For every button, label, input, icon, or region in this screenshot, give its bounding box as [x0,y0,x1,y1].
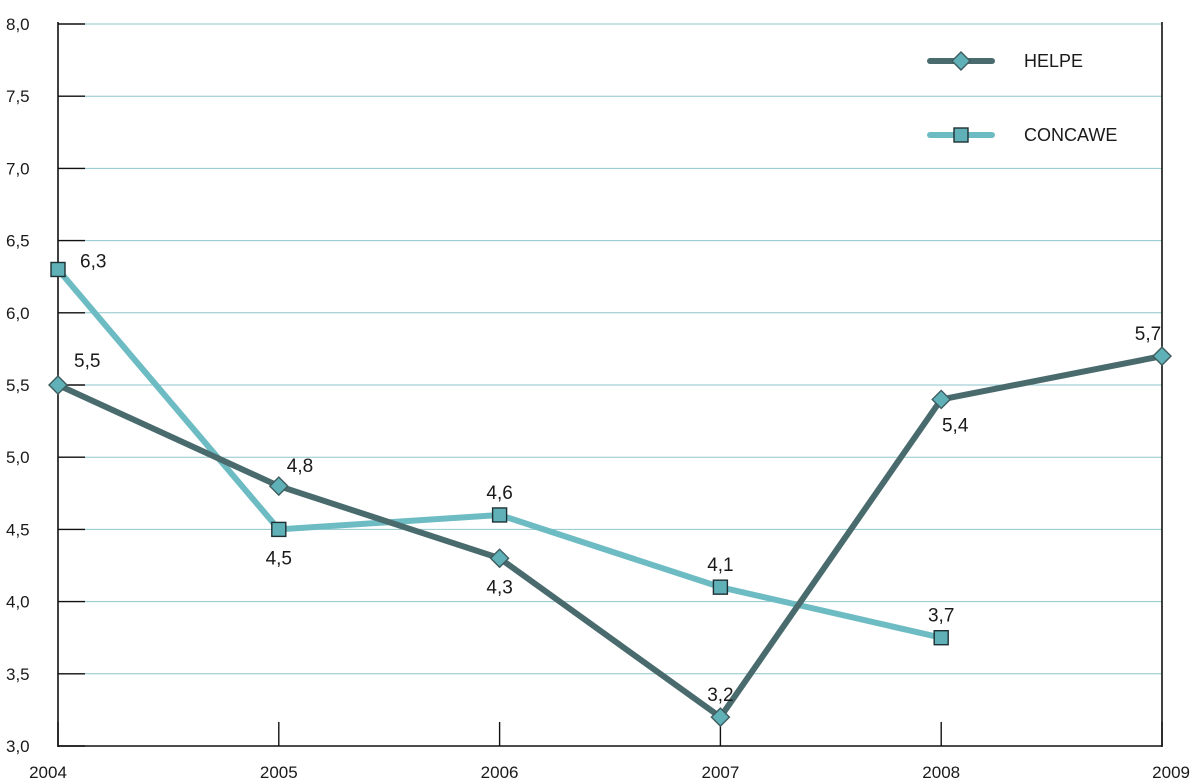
data-point [712,579,729,595]
x-tick-label: 2006 [481,763,519,782]
data-label: 4,1 [707,555,733,576]
x-tick-label: 2004 [29,763,67,782]
data-label: 4,6 [486,483,512,504]
data-label: 4,3 [486,577,512,598]
y-tick-label: 4,0 [6,593,30,612]
data-label: 5,7 [1135,324,1161,345]
data-label: 5,5 [74,351,100,372]
data-point [489,548,510,569]
y-tick-label: 8,0 [6,15,30,34]
grid [58,23,1162,675]
data-label: 3,2 [707,685,733,706]
data-point [268,476,289,497]
legend-label: HELPE [1024,51,1083,71]
data-point [931,389,952,410]
axes: 3,0 3,5 4,0 4,5 5,0 5,5 6,0 6,5 7,0 7,5 8,0 2004 200… [6,15,1190,782]
legend: HELPE CONCAWE [927,51,1117,145]
y-tick-label: 4,5 [6,520,30,539]
y-tick-label: 3,5 [6,665,30,684]
data-labels: 5,5 4,8 4,3 3,2 5,4 5,7 6,3 4,5 4,6 4,1 3,7 [74,251,1161,706]
legend-marker [953,127,969,143]
y-tick-label: 6,5 [6,232,30,251]
y-tick-label: 3,0 [6,737,30,756]
y-tick-label: 5,5 [6,376,30,395]
data-point [271,521,287,538]
y-tick-label: 7,0 [6,159,30,178]
x-tick-label: 2009 [1152,763,1190,782]
data-point [491,507,508,523]
data-point [50,261,66,278]
series-line [55,353,1165,721]
data-point [933,630,949,646]
data-label: 6,3 [80,251,106,272]
data-point [710,707,731,728]
series-group [48,261,1172,728]
x-tick-label: 2005 [260,763,298,782]
data-label: 4,5 [266,548,292,569]
data-label: 4,8 [287,456,313,477]
x-tick-label: 2007 [701,763,739,782]
data-label: 3,7 [928,606,954,627]
legend-label: CONCAWE [1024,125,1117,145]
data-point [48,375,68,395]
data-label: 5,4 [942,415,969,436]
y-tick-label: 6,0 [6,304,30,323]
x-tick-label: 2008 [922,763,960,782]
legend-marker [951,51,971,71]
y-tick-label: 7,5 [6,87,30,106]
data-point [1152,346,1172,367]
y-tick-label: 5,0 [6,448,30,467]
